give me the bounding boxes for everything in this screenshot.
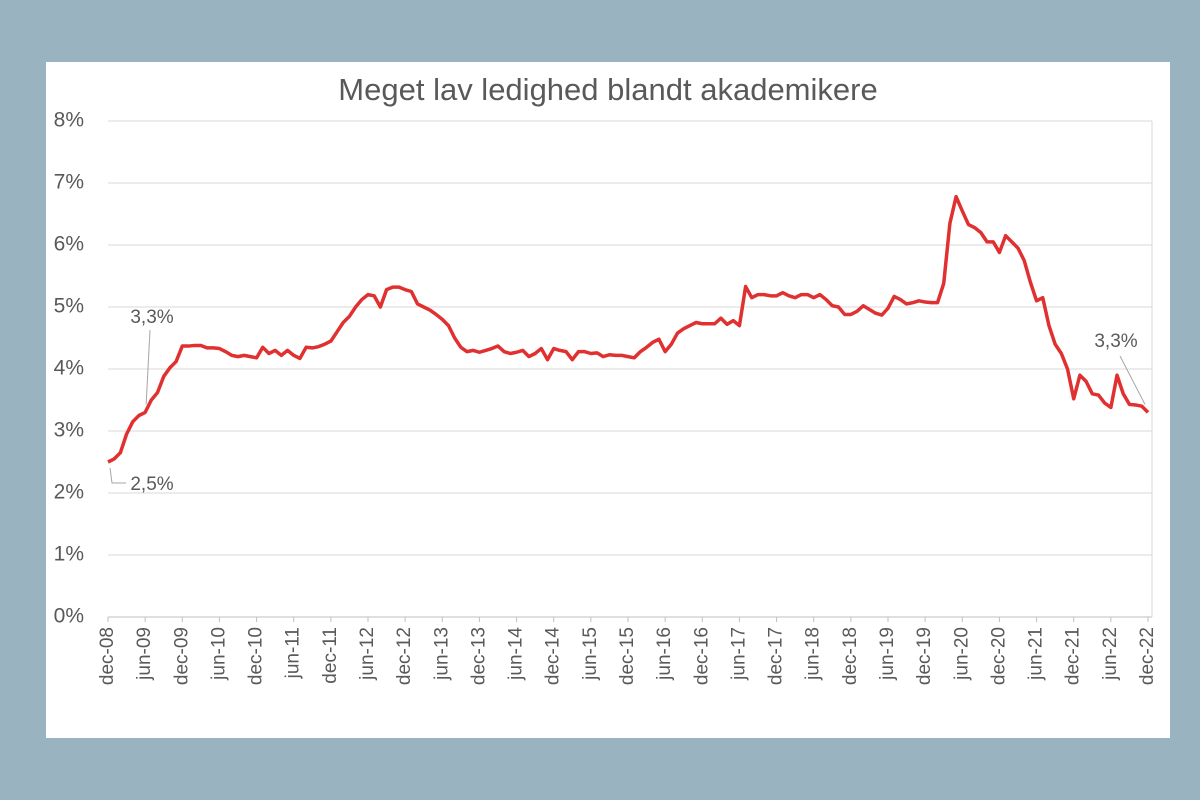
- x-tick-label: jun-12: [357, 627, 378, 681]
- x-tick-label: jun-17: [728, 627, 749, 681]
- x-tick-label: dec-11: [320, 627, 341, 684]
- x-tick-label: dec-19: [914, 627, 935, 685]
- x-tick-label: jun-19: [877, 627, 898, 681]
- x-tick-label: jun-16: [654, 627, 675, 681]
- x-tick-label: dec-17: [766, 627, 787, 685]
- x-tick-label: jun-18: [803, 627, 824, 681]
- x-tick-label: dec-10: [246, 627, 267, 685]
- x-tick-label: jun-14: [506, 627, 527, 681]
- y-tick-label: 7%: [54, 171, 84, 194]
- data-line: [107, 194, 1150, 464]
- x-tick-label: dec-13: [468, 627, 489, 685]
- x-tick-label: jun-21: [1026, 627, 1047, 681]
- leader-line: [145, 329, 151, 405]
- x-tick-label: dec-09: [171, 627, 192, 685]
- y-tick-label: 5%: [54, 295, 84, 318]
- x-tick-label: dec-15: [617, 627, 638, 685]
- x-tick-label: jun-09: [134, 627, 155, 681]
- x-tick-label: dec-12: [394, 627, 415, 685]
- y-tick-label: 2%: [54, 481, 84, 504]
- x-tick-label: dec-21: [1063, 627, 1084, 685]
- leader-line: [1119, 355, 1146, 405]
- y-tick-label: 1%: [54, 543, 84, 566]
- leader-line: [109, 467, 126, 484]
- x-tick-label: jun-13: [431, 627, 452, 681]
- data-label: 3,3%: [1094, 331, 1137, 352]
- x-tick-label: dec-20: [988, 627, 1009, 685]
- y-tick-label: 0%: [54, 605, 84, 628]
- x-tick-label: dec-16: [691, 627, 712, 685]
- x-tick-label: dec-14: [543, 627, 564, 686]
- data-label: 2,5%: [130, 474, 173, 495]
- y-tick-label: 6%: [54, 233, 84, 256]
- chart-panel: [46, 62, 1170, 738]
- x-tick-label: jun-10: [208, 627, 229, 681]
- x-tick-label: dec-18: [840, 627, 861, 685]
- x-tick-label: dec-22: [1137, 627, 1158, 685]
- y-tick-label: 3%: [54, 419, 84, 442]
- x-tick-label: jun-20: [951, 627, 972, 681]
- y-tick-label: 4%: [54, 357, 84, 380]
- x-tick-label: jun-11: [283, 627, 304, 679]
- x-tick-label: jun-22: [1100, 627, 1121, 681]
- data-label: 3,3%: [130, 307, 173, 328]
- x-tick-label: jun-15: [580, 627, 601, 681]
- y-tick-label: 8%: [54, 109, 84, 132]
- chart-title: Meget lav ledighed blandt akademikere: [338, 72, 877, 107]
- x-tick-label: dec-08: [97, 627, 118, 685]
